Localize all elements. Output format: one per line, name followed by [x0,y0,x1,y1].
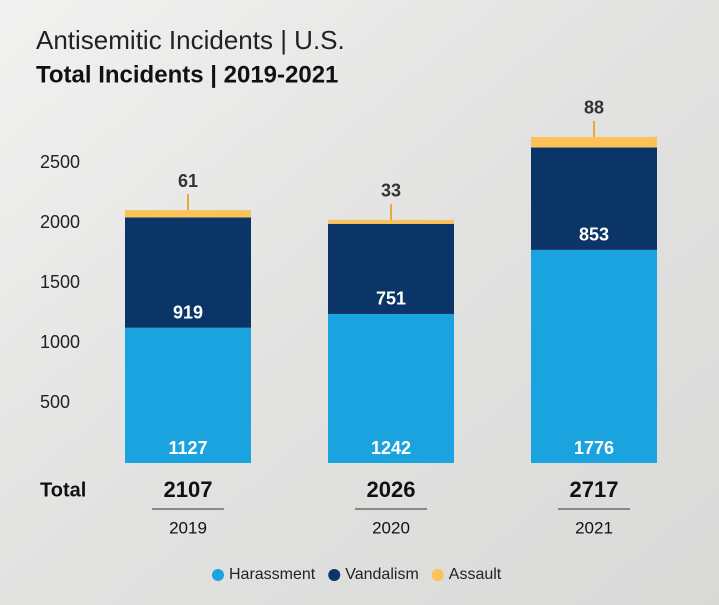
y-tick-label: 500 [40,392,70,412]
bar-segment [328,313,454,463]
value-label: 919 [173,303,203,323]
value-label: 88 [584,98,604,118]
y-tick-label: 2500 [40,152,80,172]
bar-segment [531,249,657,463]
value-label: 1242 [371,438,411,458]
y-tick-label: 1000 [40,332,80,352]
bar-segment [328,219,454,224]
bar-segment [125,210,251,218]
total-value: 2107 [164,477,213,502]
total-value: 2026 [367,477,416,502]
value-label: 33 [381,181,401,201]
value-label: 1776 [574,438,614,458]
x-tick-label: 2020 [372,518,410,537]
value-label: 751 [376,289,406,309]
legend-label: Vandalism [345,566,419,583]
bar-segment [125,327,251,463]
chart-title: Antisemitic Incidents | U.S. [36,25,345,55]
bar-segment [531,147,657,250]
legend-swatch [212,569,224,581]
legend-label: Assault [449,566,502,583]
total-label: Total [40,479,86,501]
value-label: 853 [579,225,609,245]
bar-segment [531,136,657,148]
total-value: 2717 [570,477,619,502]
value-label: 1127 [168,438,207,458]
bar-segment [328,223,454,314]
value-label: 61 [178,171,198,191]
y-tick-label: 1500 [40,272,80,292]
x-tick-label: 2021 [575,518,613,537]
legend-swatch [431,569,444,581]
x-tick-label: 2019 [169,518,207,537]
chart-subtitle: Total Incidents | 2019-2021 [36,61,338,88]
y-tick-label: 2000 [40,212,80,232]
legend-label: Harassment [229,566,316,583]
bar-segment [125,217,251,328]
legend-swatch [328,569,341,581]
